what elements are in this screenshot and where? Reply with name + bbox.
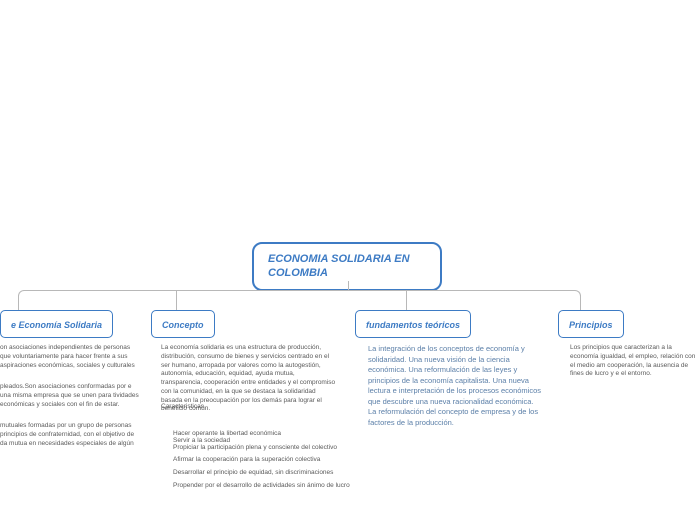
body-text: Propender por el desarrollo de actividad… <box>173 482 353 491</box>
connector <box>406 290 407 310</box>
body-text: Desarrollar el principio de equidad, sin… <box>173 469 353 478</box>
connector <box>176 290 177 310</box>
body-text: mutuales formadas por un grupo de person… <box>0 422 140 448</box>
branch-label-text: Principios <box>569 320 613 330</box>
body-text: pleados.Son asociaciones conformadas por… <box>0 383 140 409</box>
branch-principios[interactable]: Principios <box>558 310 624 338</box>
body-text: Propiciar la participación plena y consc… <box>173 444 353 453</box>
branch-label-text: fundamentos teóricos <box>366 320 460 330</box>
branch-fundamentos[interactable]: fundamentos teóricos <box>355 310 471 338</box>
branch-economia-solidaria[interactable]: e Economía Solidaria <box>0 310 113 338</box>
root-node[interactable]: ECONOMIA SOLIDARIA EN COLOMBIA <box>252 242 442 291</box>
body-text: on asociaciones independientes de person… <box>0 344 140 370</box>
branch-label-text: Concepto <box>162 320 204 330</box>
body-text: Los principios que caracterizan a la eco… <box>570 344 696 379</box>
connector <box>18 290 581 310</box>
body-text: Afirmar la cooperación para la superació… <box>173 456 343 465</box>
root-title: ECONOMIA SOLIDARIA EN COLOMBIA <box>268 252 426 281</box>
body-text: Caracteristicas <box>161 403 261 412</box>
connector <box>348 281 349 290</box>
body-text: La integración de los conceptos de econo… <box>368 344 543 428</box>
branch-label-text: e Economía Solidaria <box>11 320 102 330</box>
branch-concepto[interactable]: Concepto <box>151 310 215 338</box>
